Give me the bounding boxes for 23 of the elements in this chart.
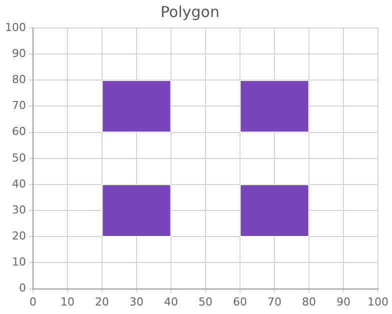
- y-tick-label: 80: [12, 73, 26, 86]
- x-tick-label: 50: [198, 295, 212, 308]
- chart-title: Polygon: [160, 2, 220, 21]
- y-tick-label: 100: [4, 20, 26, 34]
- x-tick-label: 40: [164, 295, 178, 308]
- x-tick-label: 0: [29, 295, 36, 308]
- x-tick-label: 60: [233, 295, 247, 308]
- y-tick-label: 30: [12, 203, 26, 216]
- y-tick-label: 90: [12, 46, 26, 60]
- y-tick-label: 0: [18, 282, 26, 295]
- x-tick-label: 80: [302, 295, 316, 308]
- y-tick-label: 20: [12, 230, 26, 242]
- x-tick-label: 90: [336, 295, 350, 308]
- y-tick-label: 50: [12, 151, 26, 164]
- y-tick-label: 60: [12, 125, 26, 138]
- x-tick-label: 20: [94, 295, 109, 308]
- x-tick-label: 100: [368, 295, 388, 308]
- x-tick-label: 70: [268, 295, 282, 308]
- x-tick-label: 10: [60, 295, 74, 308]
- y-tick-label: 40: [12, 177, 26, 190]
- y-tick-label: 10: [12, 256, 26, 269]
- x-tick-label: 30: [129, 295, 144, 308]
- y-tick-label: 70: [12, 99, 26, 112]
